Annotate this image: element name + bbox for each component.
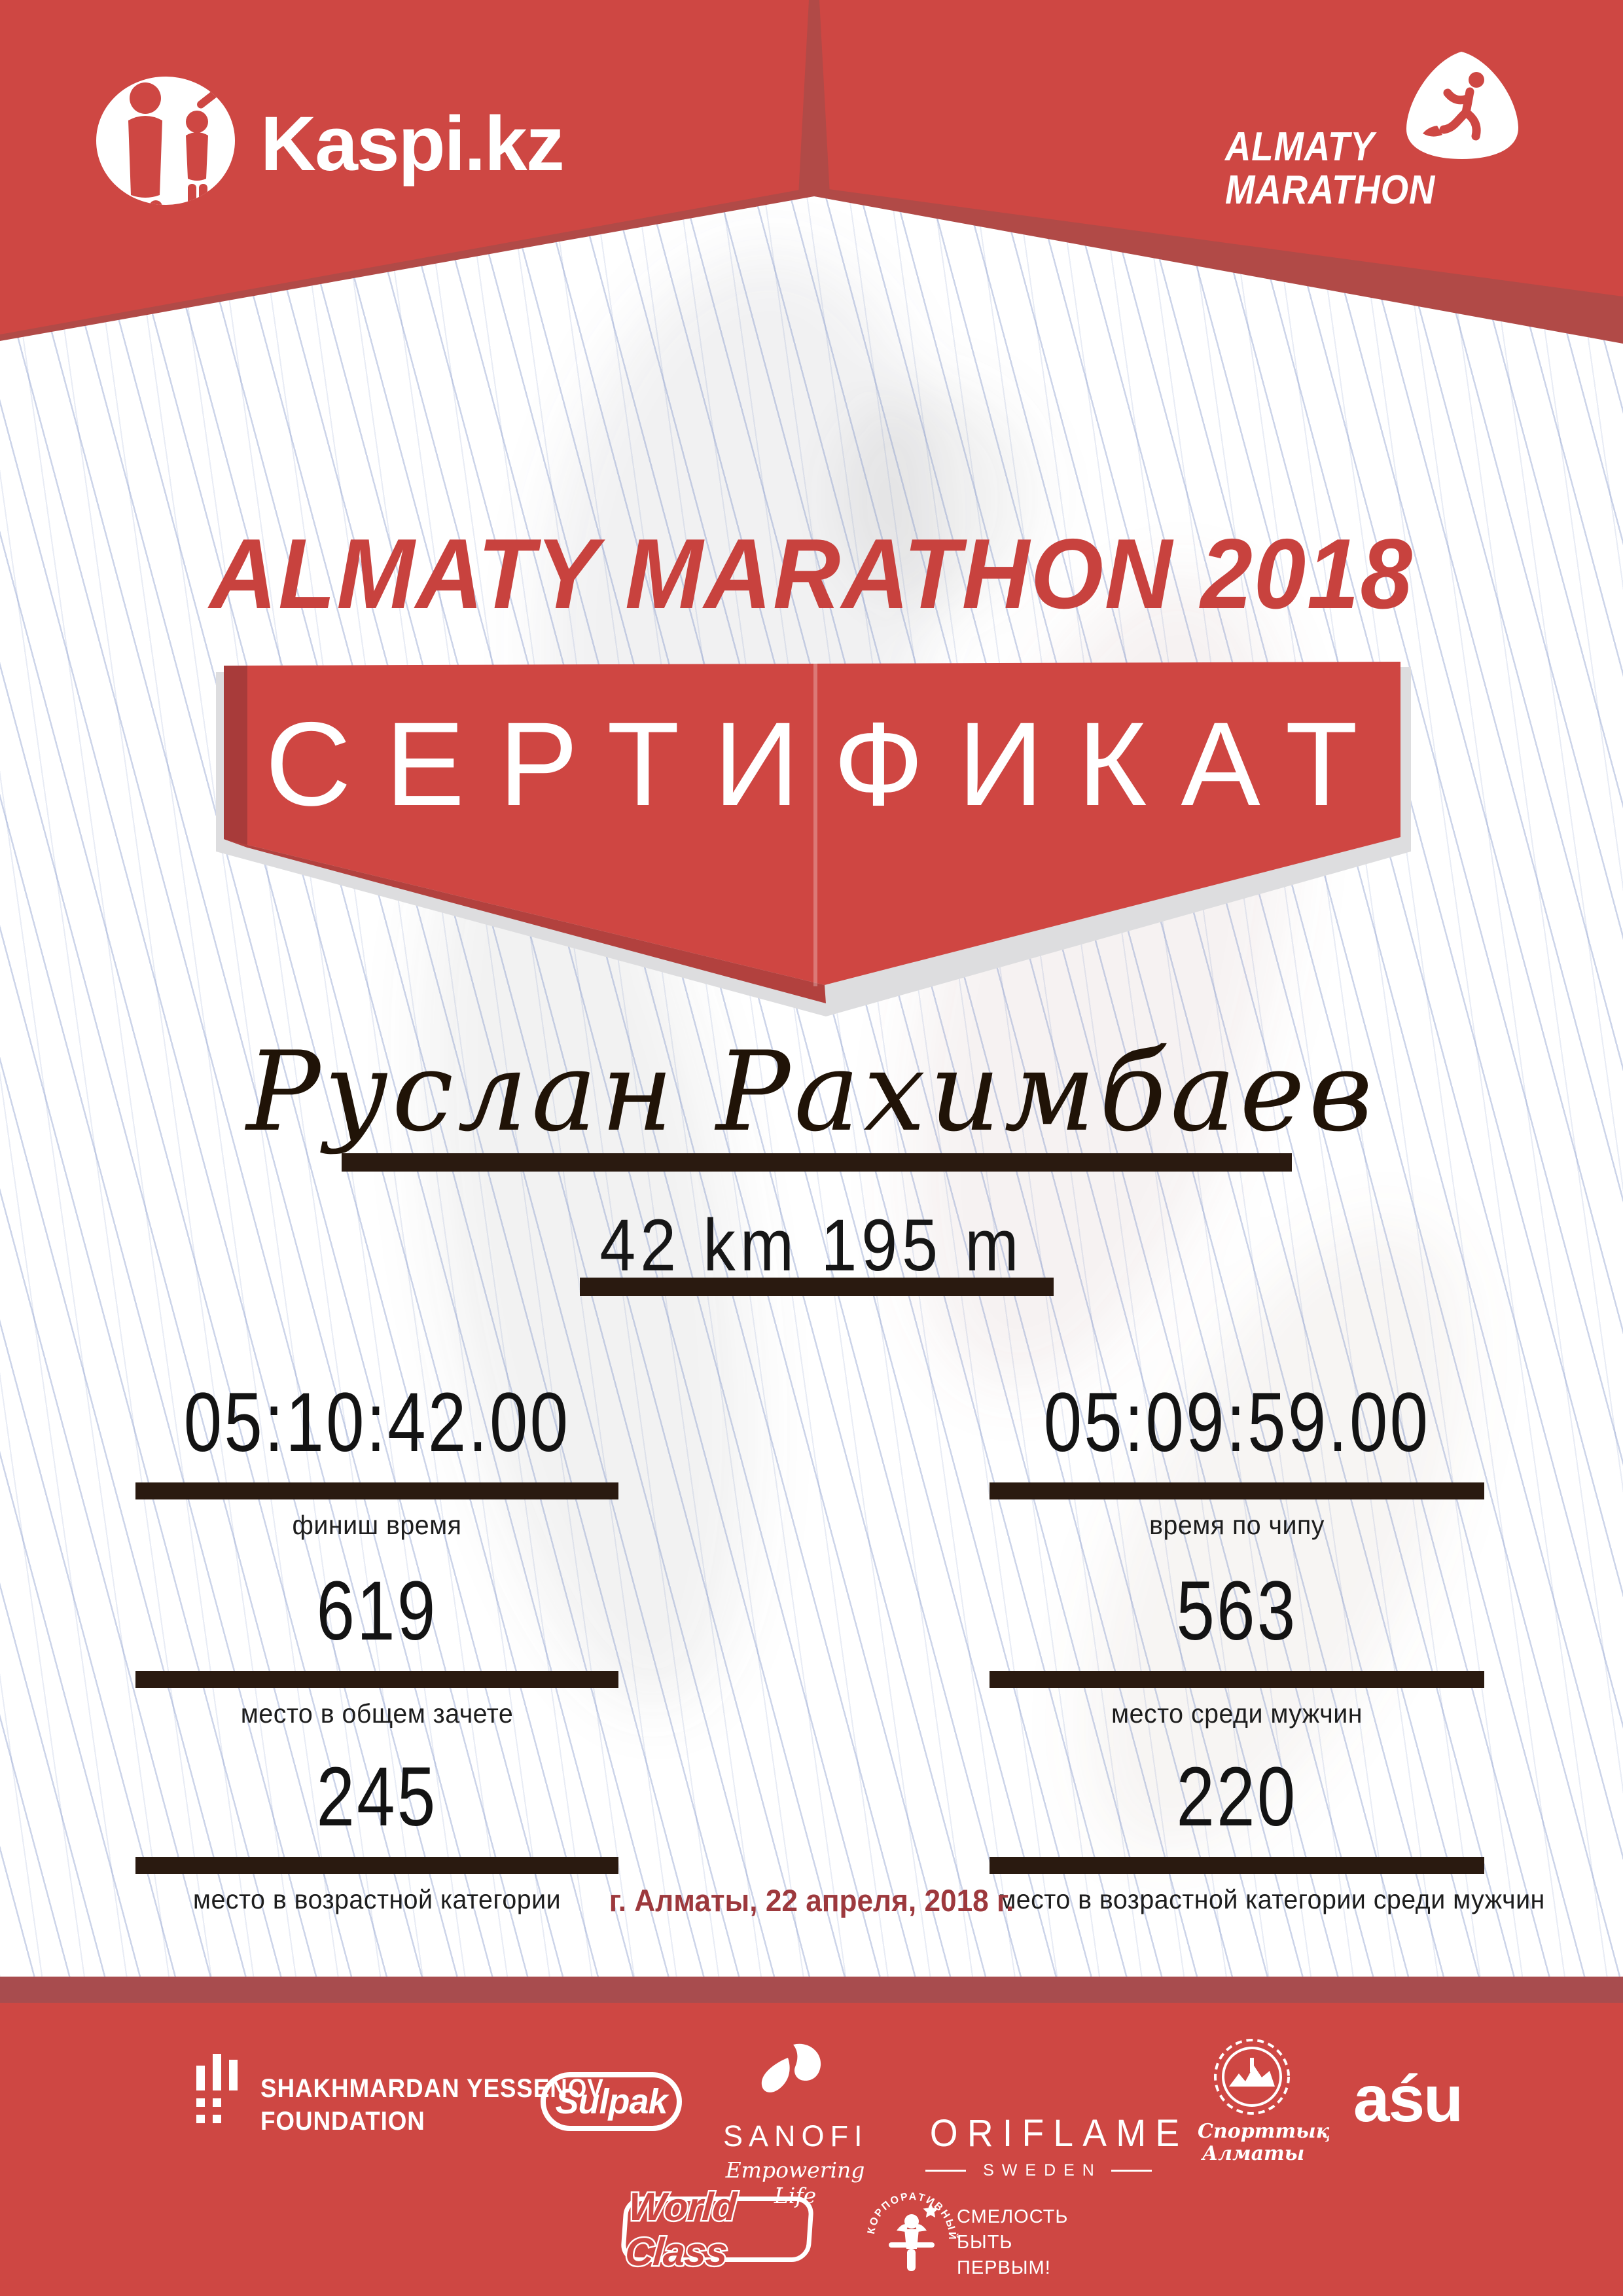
stat-label: место в возрастной категории среди мужчи… bbox=[998, 1884, 1545, 1914]
stat-overall-place: 619 место в общем зачете bbox=[128, 1563, 626, 1729]
stat-finish-time: 05:10:42.00 финиш время bbox=[128, 1374, 626, 1541]
page-title: ALMATY MARATHON 2018 bbox=[209, 518, 1414, 630]
stat-age-men-place: 220 место в возрастной категории среди м… bbox=[988, 1749, 1545, 1915]
stat-label: место в общем зачете bbox=[240, 1698, 514, 1729]
stat-rule bbox=[135, 1671, 618, 1688]
yessenov-line2: FOUNDATION bbox=[260, 2107, 425, 2136]
sporttyk-line2: Алматы bbox=[1202, 2142, 1305, 2165]
corporate-fund-icon: КОРПОРАТИВНЫЙ ФОНД bbox=[863, 2174, 957, 2271]
kaspi-logo-icon bbox=[96, 77, 235, 205]
distance-value: 42 km 195 m bbox=[599, 1204, 1024, 1286]
certificate-label: СЕРТИФИКАТ bbox=[265, 697, 1392, 831]
sporttyk-almaty-badge-icon bbox=[1214, 2039, 1290, 2115]
sanofi-logo-text: SANOFI bbox=[723, 2119, 868, 2153]
banner-center-crease bbox=[813, 662, 817, 986]
oriflame-right-line bbox=[1111, 2170, 1152, 2172]
oriflame-country-text: SWEDEN bbox=[983, 2161, 1102, 2179]
sanofi-swoosh-icon bbox=[761, 2043, 821, 2092]
stat-value: 563 bbox=[1176, 1564, 1298, 1658]
stat-label: финиш время bbox=[292, 1510, 462, 1540]
oriflame-logo-text: ORIFLAME bbox=[929, 2112, 1189, 2155]
banner-left-fold bbox=[224, 666, 247, 848]
fund-slogan-line2: БЫТЬ bbox=[957, 2232, 1013, 2253]
almaty-marathon-logo-line2: MARATHON bbox=[1225, 168, 1436, 213]
stat-rule bbox=[135, 1857, 618, 1874]
stat-value: 05:09:59.00 bbox=[1043, 1376, 1431, 1469]
name-underline bbox=[342, 1153, 1292, 1172]
stat-rule bbox=[135, 1482, 618, 1499]
yessenov-foundation-icon bbox=[196, 2054, 238, 2123]
oriflame-sweden-row: SWEDEN bbox=[924, 2161, 1153, 2180]
stat-age-place: 245 место в возрастной категории bbox=[128, 1749, 626, 1915]
stat-label: место в возрастной категории bbox=[192, 1884, 562, 1914]
stat-value: 619 bbox=[316, 1564, 438, 1658]
banner-lower-fold bbox=[224, 839, 826, 1003]
stat-value: 220 bbox=[1176, 1750, 1298, 1844]
almaty-marathon-logo-line1: ALMATY bbox=[1225, 124, 1375, 170]
stat-label: место среди мужчин bbox=[1111, 1698, 1363, 1729]
oriflame-left-line bbox=[925, 2170, 967, 2172]
almaty-marathon-logo-icon bbox=[1406, 52, 1519, 159]
world-class-logo-text: World Class bbox=[622, 2183, 739, 2276]
header-red-band bbox=[0, 0, 1623, 344]
asu-logo-text: aśu bbox=[1353, 2062, 1463, 2136]
distance-underline bbox=[580, 1278, 1054, 1296]
certificate-banner bbox=[216, 662, 1411, 1016]
sporttyk-line1: Спорттық bbox=[1198, 2120, 1330, 2143]
stat-value: 245 bbox=[316, 1750, 438, 1844]
stat-rule bbox=[990, 1671, 1484, 1688]
stat-rule bbox=[990, 1857, 1484, 1874]
sanofi-tagline: Empowering Life bbox=[725, 2157, 865, 2208]
fund-slogan-line1: СМЕЛОСТЬ bbox=[957, 2206, 1069, 2227]
sulpak-logo-text: Sulpak bbox=[555, 2082, 668, 2121]
fund-slogan-line3: ПЕРВЫМ! bbox=[957, 2257, 1051, 2278]
yessenov-foundation-text: SHAKHMARDAN YESSENOV FOUNDATION bbox=[260, 2072, 604, 2138]
banner-main-shape bbox=[224, 662, 1400, 985]
stat-chip-time: 05:09:59.00 время по чипу bbox=[988, 1374, 1486, 1541]
almaty-marathon-logo-text: ALMATY MARATHON bbox=[1225, 126, 1435, 212]
participant-name: Руслан Рахимбаев bbox=[246, 1028, 1377, 1156]
corporate-fund-slogan: СМЕЛОСТЬ БЫТЬ ПЕРВЫМ! bbox=[957, 2204, 1068, 2281]
date-location: г. Алматы, 22 апреля, 2018 г. bbox=[609, 1883, 1014, 1918]
sporttyk-almaty-text: Спорттық Алматы bbox=[1198, 2120, 1330, 2165]
sulpak-logo: Sulpak bbox=[541, 2072, 682, 2131]
stat-men-place: 563 место среди мужчин bbox=[988, 1563, 1486, 1729]
stat-rule bbox=[990, 1482, 1484, 1499]
kaspi-logo-text: Kaspi.kz bbox=[260, 101, 565, 187]
world-class-logo: World Class bbox=[620, 2183, 815, 2276]
stat-value: 05:10:42.00 bbox=[183, 1376, 571, 1469]
stat-label: время по чипу bbox=[1149, 1510, 1325, 1540]
footer-dark-band bbox=[0, 1977, 1623, 2003]
header-center-spike bbox=[798, 0, 830, 195]
